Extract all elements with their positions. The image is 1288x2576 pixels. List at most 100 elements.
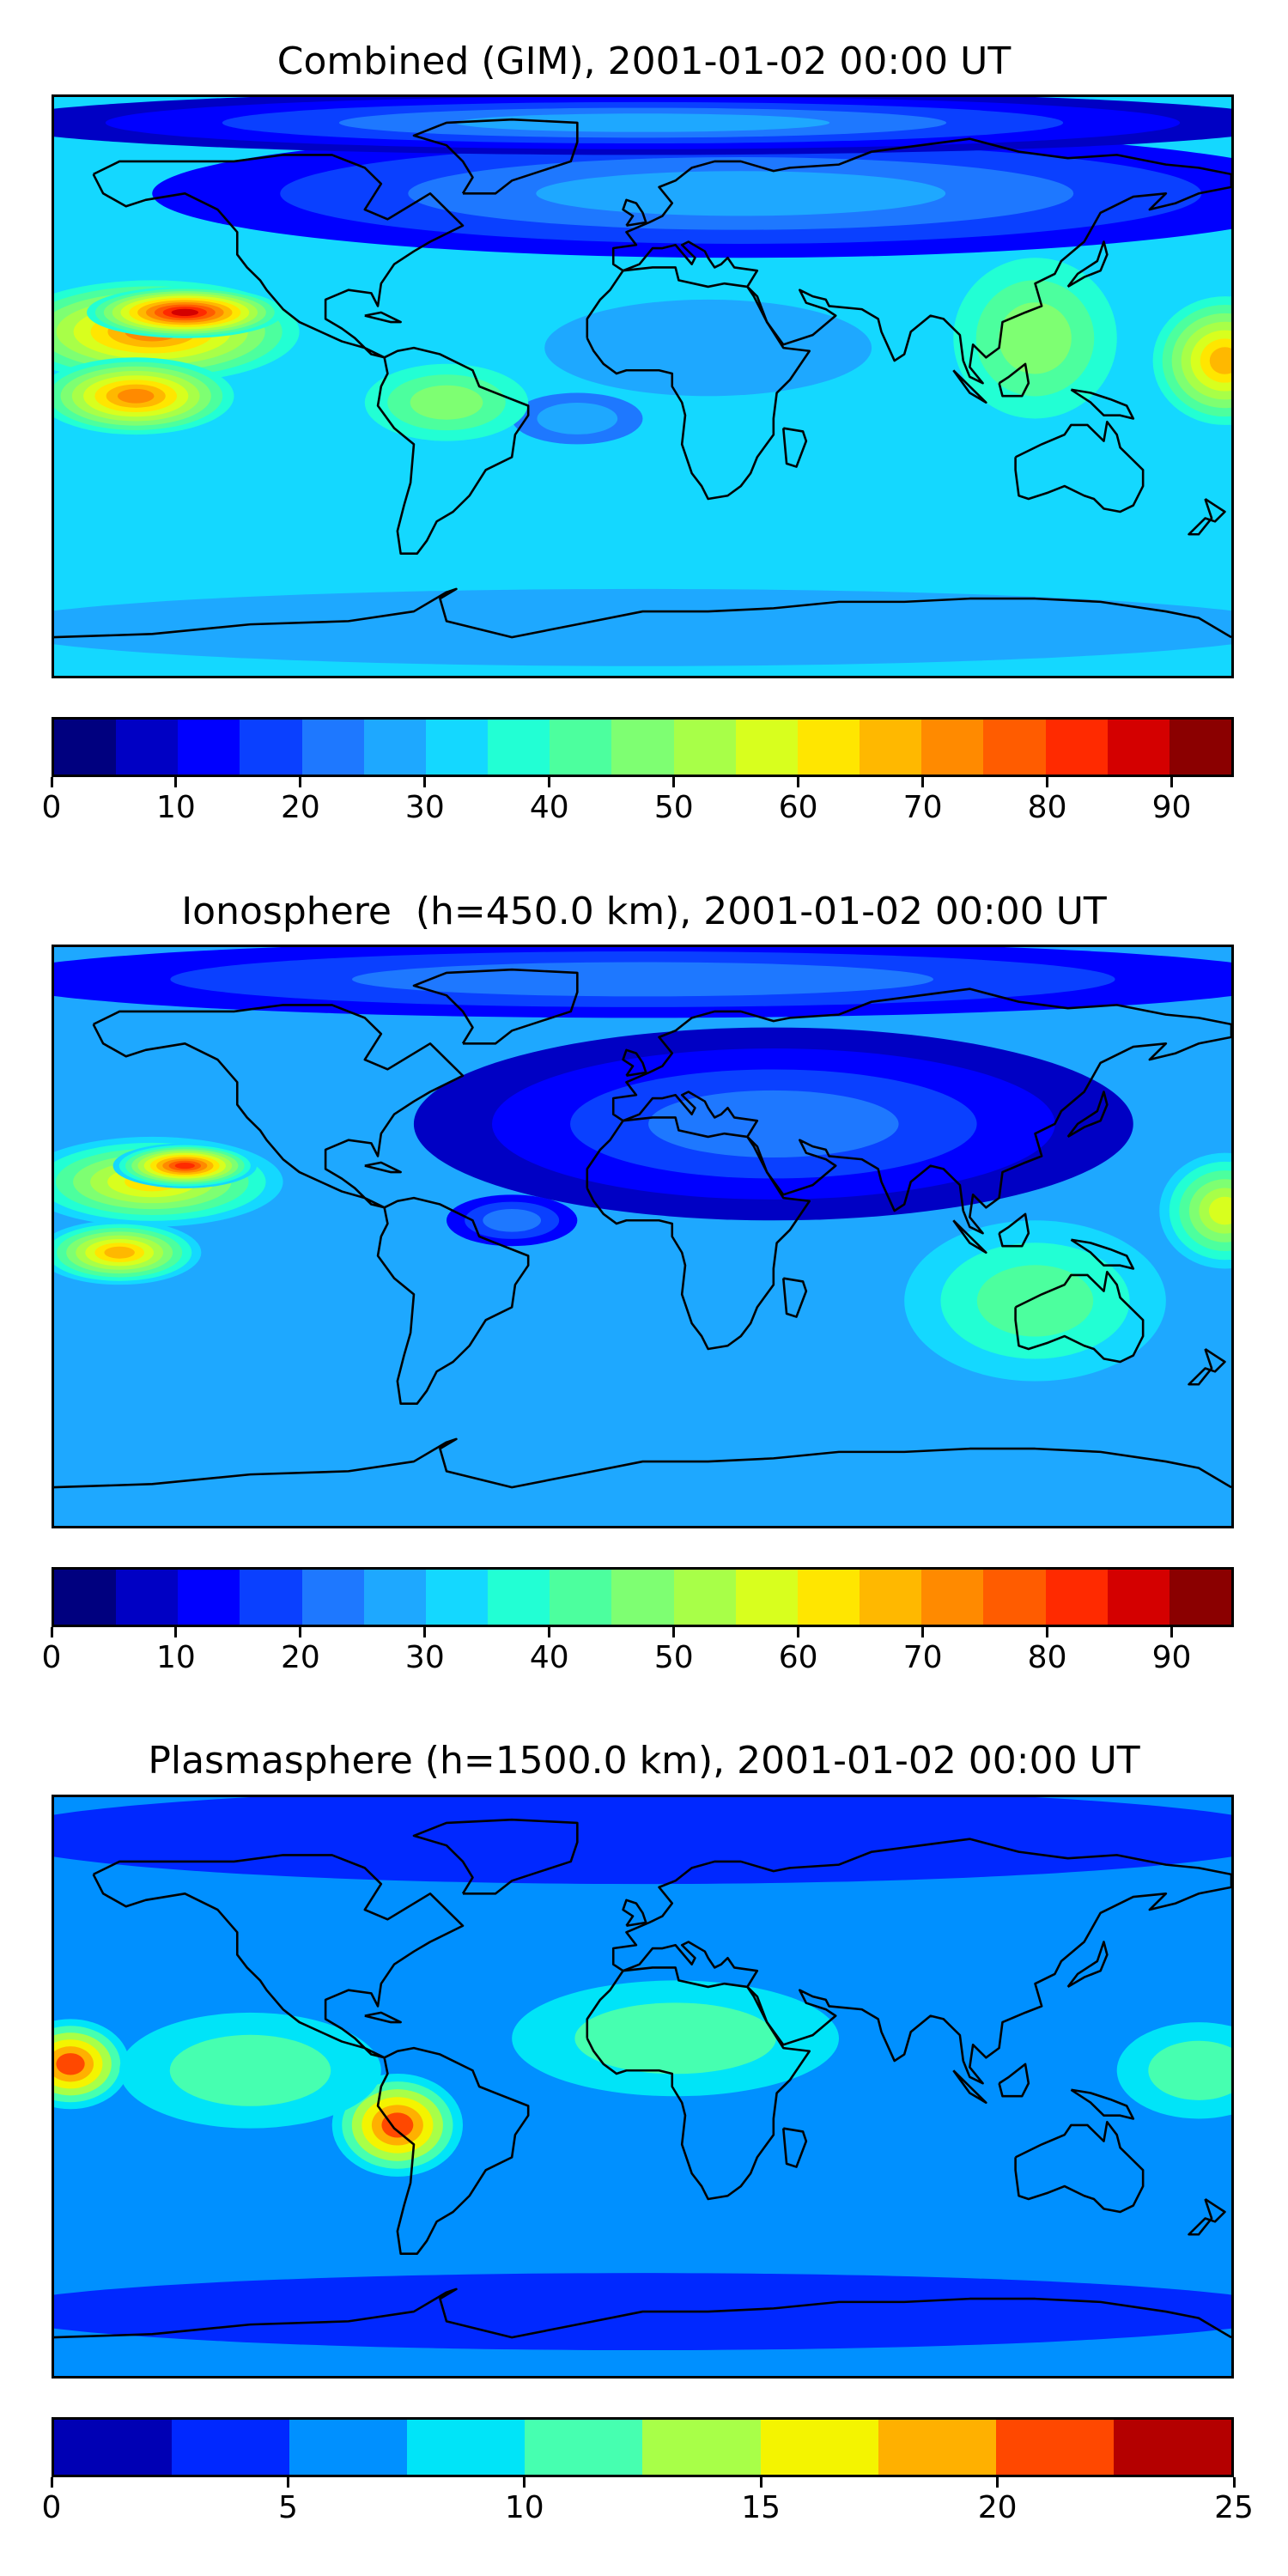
coastline (412, 118, 579, 195)
colorbar-segment (178, 720, 240, 775)
tick-label: 90 (1151, 790, 1192, 825)
coastline (92, 1854, 465, 2059)
coastline (622, 1048, 647, 1078)
coastline (412, 1818, 579, 1895)
tick-label: 10 (156, 1640, 196, 1675)
tick-mark (1046, 1627, 1049, 1637)
colorbar-segment (1107, 1570, 1170, 1625)
coastline (586, 266, 811, 501)
tick-label: 15 (741, 2490, 781, 2525)
tick-label: 40 (529, 1640, 569, 1675)
colorbar-segment (178, 1570, 240, 1625)
coastline (54, 587, 1231, 639)
tick-mark (174, 1627, 178, 1637)
colorbar-segment (797, 1570, 860, 1625)
colorbar-segment (1045, 1570, 1108, 1625)
colorbar-segment (54, 2420, 173, 2475)
colorbar-segment (878, 2420, 996, 2475)
coastline (1014, 420, 1145, 513)
colorbar-segment (860, 720, 922, 775)
colorbar-segment (1169, 720, 1231, 775)
colorbar-ticks: 0 10 20 30 40 50 60 70 80 90 (42, 1627, 1234, 1679)
tick-label: 50 (653, 790, 694, 825)
contour-band (174, 1163, 195, 1170)
tick-label: 60 (778, 790, 818, 825)
coastline (92, 154, 465, 359)
tick-mark (797, 777, 800, 787)
coastline (1066, 240, 1109, 289)
tick-mark (797, 1627, 800, 1637)
coastline (998, 362, 1030, 398)
tick-label: 0 (41, 1640, 62, 1675)
tick-mark (299, 777, 302, 787)
coastline (952, 369, 987, 404)
coastline (781, 2127, 808, 2168)
contour-band (483, 1208, 542, 1232)
colorbar-segment (488, 1570, 550, 1625)
colorbar-segment (525, 2420, 643, 2475)
coastline (781, 427, 808, 468)
coastline (611, 1838, 1231, 2085)
colorbar-segment (425, 720, 489, 775)
contour-band (574, 2002, 776, 2075)
colorbar-segment (611, 720, 674, 775)
tick-label: 25 (1214, 2490, 1254, 2525)
contour-band (1209, 347, 1231, 374)
tick-mark (50, 1627, 53, 1637)
colorbar-segment (921, 1570, 984, 1625)
colorbar (52, 2417, 1234, 2477)
colorbar-segment (735, 720, 798, 775)
tick-label: 30 (404, 790, 445, 825)
colorbar-segment (116, 720, 179, 775)
tick-label: 70 (902, 790, 943, 825)
tick-mark (523, 2477, 526, 2488)
coastline (952, 2069, 987, 2105)
tick-label: 10 (156, 790, 196, 825)
colorbar-segment (488, 720, 550, 775)
tick-label: 50 (653, 1640, 694, 1675)
coastline (54, 2287, 1231, 2339)
colorbar-segment (797, 720, 860, 775)
contour-band (1148, 2040, 1231, 2100)
colorbar-segment (995, 2420, 1114, 2475)
colorbar-segment (611, 1570, 674, 1625)
coastline (1188, 1347, 1226, 1386)
coastline (376, 2046, 530, 2255)
colorbar-segment (54, 720, 117, 775)
tick-mark (1046, 777, 1049, 787)
coastline (611, 987, 1231, 1235)
coastline (364, 1161, 402, 1174)
coastline (998, 2063, 1030, 2098)
tick-mark (50, 2477, 53, 2488)
colorbar-segment (1045, 720, 1108, 775)
coastline (364, 2011, 402, 2024)
tick-label: 0 (41, 790, 62, 825)
colorbar-segment (983, 1570, 1046, 1625)
map-svg (54, 947, 1231, 1526)
colorbar-segment (760, 2420, 878, 2475)
colorbar-ticks: 0 10 20 30 40 50 60 70 80 90 (42, 777, 1234, 829)
tick-mark (759, 2477, 762, 2488)
tick-label: 5 (277, 2490, 298, 2525)
tick-mark (174, 777, 178, 787)
contour-band (1208, 1196, 1231, 1225)
tick-label: 80 (1027, 790, 1067, 825)
contour-band (976, 1265, 1094, 1337)
tick-mark (1170, 777, 1174, 787)
tick-mark (548, 1627, 551, 1637)
contour-band (455, 113, 830, 132)
colorbar-segment (363, 720, 426, 775)
tick-mark (50, 777, 53, 787)
tick-label: 30 (404, 1640, 445, 1675)
colorbar-segment (1113, 2420, 1231, 2475)
tick-mark (1232, 2477, 1236, 2488)
chart-title: Combined (GIM), 2001-01-02 00:00 UT (276, 39, 1012, 83)
colorbar (52, 717, 1234, 777)
contour-band (169, 2034, 331, 2106)
tick-label: 0 (41, 2490, 62, 2525)
colorbar-segment (240, 1570, 302, 1625)
coastline (1070, 1238, 1135, 1270)
contour-band (351, 962, 934, 997)
colorbar-segment (1107, 720, 1170, 775)
contour-band (117, 388, 155, 404)
